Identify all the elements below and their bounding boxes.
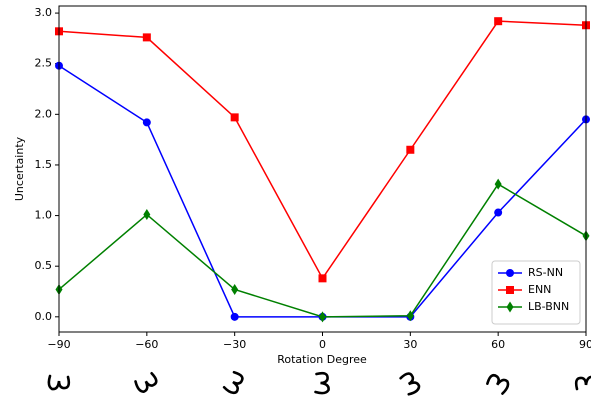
digit-stroke xyxy=(222,370,244,395)
digit-image xyxy=(486,373,510,395)
y-tick-label: 1.5 xyxy=(35,158,53,171)
x-tick-label: 0 xyxy=(319,338,326,351)
marker xyxy=(506,269,514,277)
marker xyxy=(230,312,239,321)
digit-stroke xyxy=(47,374,71,391)
x-tick-label: −60 xyxy=(135,338,158,351)
y-tick-label: 1.0 xyxy=(35,209,53,222)
x-tick-label: 30 xyxy=(403,338,417,351)
marker xyxy=(142,118,151,127)
y-tick-label: 2.0 xyxy=(35,107,53,120)
marker xyxy=(318,274,327,283)
digit-stroke xyxy=(314,371,330,395)
marker xyxy=(506,301,514,313)
y-tick-label: 0.0 xyxy=(35,310,53,323)
marker xyxy=(494,178,502,190)
legend-box xyxy=(491,260,581,325)
digit-image xyxy=(399,372,421,396)
marker xyxy=(231,283,239,295)
digit-stroke xyxy=(486,373,510,395)
marker xyxy=(230,113,239,122)
marker xyxy=(406,145,415,154)
y-tick-label: 2.5 xyxy=(35,57,53,70)
marker xyxy=(142,33,151,42)
digit-image xyxy=(222,370,244,395)
marker xyxy=(494,208,503,217)
plot-area xyxy=(55,17,590,323)
series-line xyxy=(58,20,587,280)
digit-image xyxy=(134,372,158,394)
digit-stroke xyxy=(399,372,421,396)
legend-label: RS-NN xyxy=(528,266,563,279)
marker xyxy=(494,17,503,26)
y-axis-label: Uncertainty xyxy=(13,136,26,201)
legend-label: LB-BNN xyxy=(528,300,569,313)
y-tick-label: 3.0 xyxy=(35,6,53,19)
marker xyxy=(506,286,514,294)
digit-image xyxy=(574,375,591,392)
y-tick-label: 0.5 xyxy=(35,259,53,272)
digit-stroke xyxy=(574,375,591,392)
x-tick-label: −30 xyxy=(223,338,246,351)
marker xyxy=(319,311,326,323)
legend-label: ENN xyxy=(528,283,551,296)
x-axis-label: Rotation Degree xyxy=(277,353,367,366)
digit-image xyxy=(47,374,71,391)
marker xyxy=(143,209,151,221)
x-tick-label: 90 xyxy=(579,338,591,351)
axes-frame xyxy=(58,5,587,333)
digit-image xyxy=(314,371,330,395)
marker xyxy=(406,310,414,322)
x-tick-label: −90 xyxy=(47,338,70,351)
digit-stroke xyxy=(134,372,158,394)
x-tick-label: 60 xyxy=(491,338,505,351)
